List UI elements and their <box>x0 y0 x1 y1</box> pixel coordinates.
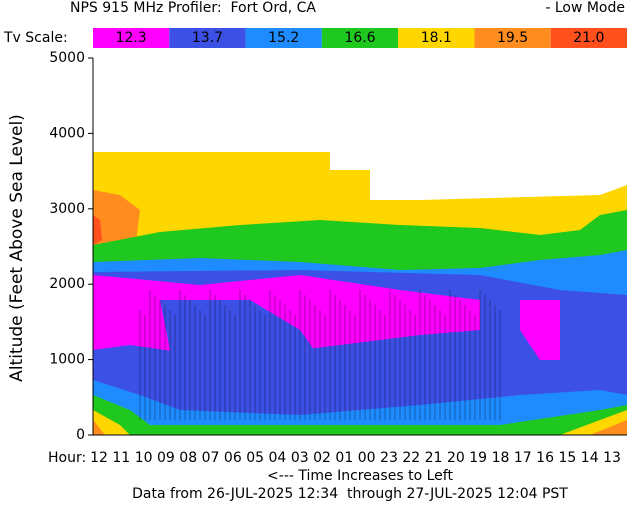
scale-value: 18.1 <box>421 30 452 46</box>
x-tick-label: 01 <box>335 450 353 466</box>
scale-box <box>321 28 399 48</box>
x-tick-label: 22 <box>402 450 420 466</box>
x-tick-label: 15 <box>558 450 576 466</box>
x-axis-label: Hour: <box>48 450 86 466</box>
contour-band <box>590 420 627 435</box>
mode-label: - Low Mode <box>545 0 625 16</box>
contour-band <box>520 300 560 360</box>
x-tick-label: 18 <box>492 450 510 466</box>
x-tick-label: 09 <box>157 450 175 466</box>
scale-label: Tv Scale: <box>3 30 68 46</box>
x-tick-label: 19 <box>469 450 487 466</box>
x-tick-label: 23 <box>380 450 398 466</box>
scale-value: 16.6 <box>344 30 375 46</box>
scale-value: 13.7 <box>192 30 223 46</box>
scale-value: 19.5 <box>497 30 528 46</box>
x-tick-label: 17 <box>514 450 532 466</box>
contour-band <box>93 380 627 435</box>
scale-box <box>93 28 170 48</box>
scale-value: 12.3 <box>116 30 147 46</box>
x-tick-label: 10 <box>135 450 153 466</box>
scale-box <box>169 28 246 48</box>
scale-value: 15.2 <box>268 30 299 46</box>
x-note: <--- Time Increases to Left <box>267 468 453 484</box>
y-tick-label: 2000 <box>49 276 85 292</box>
scale-box <box>398 28 475 48</box>
scale-value: 21.0 <box>573 30 604 46</box>
y-tick-label: 5000 <box>49 50 85 66</box>
x-tick-label: 03 <box>291 450 309 466</box>
x-tick-label: 13 <box>603 450 621 466</box>
contour-band <box>93 410 130 435</box>
x-tick-label: 16 <box>536 450 554 466</box>
x-tick-label: 12 <box>90 450 108 466</box>
scale-box <box>550 28 627 48</box>
y-tick-label: 1000 <box>49 352 85 368</box>
x-tick-label: 08 <box>179 450 197 466</box>
x-tick-label: 06 <box>224 450 242 466</box>
x-tick-label: 11 <box>112 450 130 466</box>
y-axis-label: Altitude (Feet Above Sea Level) <box>7 114 27 382</box>
contour-band <box>93 395 627 435</box>
x-tick-label: 14 <box>581 450 599 466</box>
x-tick-label: 20 <box>447 450 465 466</box>
footer: Data from 26-JUL-2025 12:34 through 27-J… <box>132 486 568 502</box>
x-tick-label: 00 <box>358 450 376 466</box>
scale-box <box>474 28 551 48</box>
scale-box <box>245 28 322 48</box>
y-tick-label: 0 <box>76 427 85 443</box>
chart-title: NPS 915 MHz Profiler: Fort Ord, CA <box>70 0 316 16</box>
contour-band <box>93 420 105 435</box>
x-tick-label: 02 <box>313 450 331 466</box>
x-tick-label: 21 <box>425 450 443 466</box>
y-tick-label: 4000 <box>49 125 85 141</box>
y-tick-label: 3000 <box>49 201 85 217</box>
contour-band <box>93 215 102 245</box>
x-tick-label: 05 <box>246 450 264 466</box>
x-tick-label: 07 <box>202 450 220 466</box>
x-tick-label: 04 <box>269 450 287 466</box>
